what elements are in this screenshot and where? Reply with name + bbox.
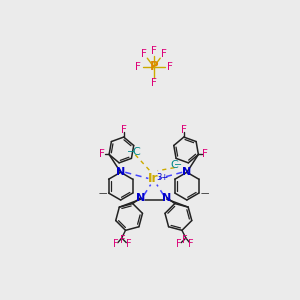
Text: F: F bbox=[188, 239, 194, 249]
Text: F: F bbox=[113, 239, 119, 249]
Text: F: F bbox=[99, 149, 105, 159]
Text: F: F bbox=[141, 49, 147, 59]
Text: F: F bbox=[202, 149, 208, 159]
Text: N: N bbox=[136, 193, 145, 203]
Text: N: N bbox=[116, 167, 125, 176]
Text: P: P bbox=[149, 60, 158, 73]
Text: C: C bbox=[170, 160, 178, 170]
Text: F: F bbox=[181, 125, 187, 135]
Text: −: − bbox=[174, 160, 182, 170]
Text: F: F bbox=[167, 62, 173, 72]
Text: —: — bbox=[98, 189, 107, 198]
Text: F: F bbox=[126, 239, 131, 249]
Text: N: N bbox=[182, 167, 191, 176]
Text: —: — bbox=[201, 189, 209, 198]
Text: F: F bbox=[151, 46, 157, 56]
Text: F: F bbox=[120, 235, 125, 245]
Text: F: F bbox=[135, 62, 140, 72]
Text: F: F bbox=[176, 239, 182, 249]
Text: N: N bbox=[162, 193, 172, 203]
Text: −: − bbox=[127, 147, 136, 157]
Text: F: F bbox=[151, 78, 157, 88]
Text: F: F bbox=[160, 49, 166, 59]
Text: Ir: Ir bbox=[148, 172, 158, 185]
Text: F: F bbox=[182, 235, 188, 245]
Text: 3+: 3+ bbox=[156, 173, 168, 182]
Text: F: F bbox=[121, 125, 127, 135]
Text: C: C bbox=[132, 147, 140, 158]
